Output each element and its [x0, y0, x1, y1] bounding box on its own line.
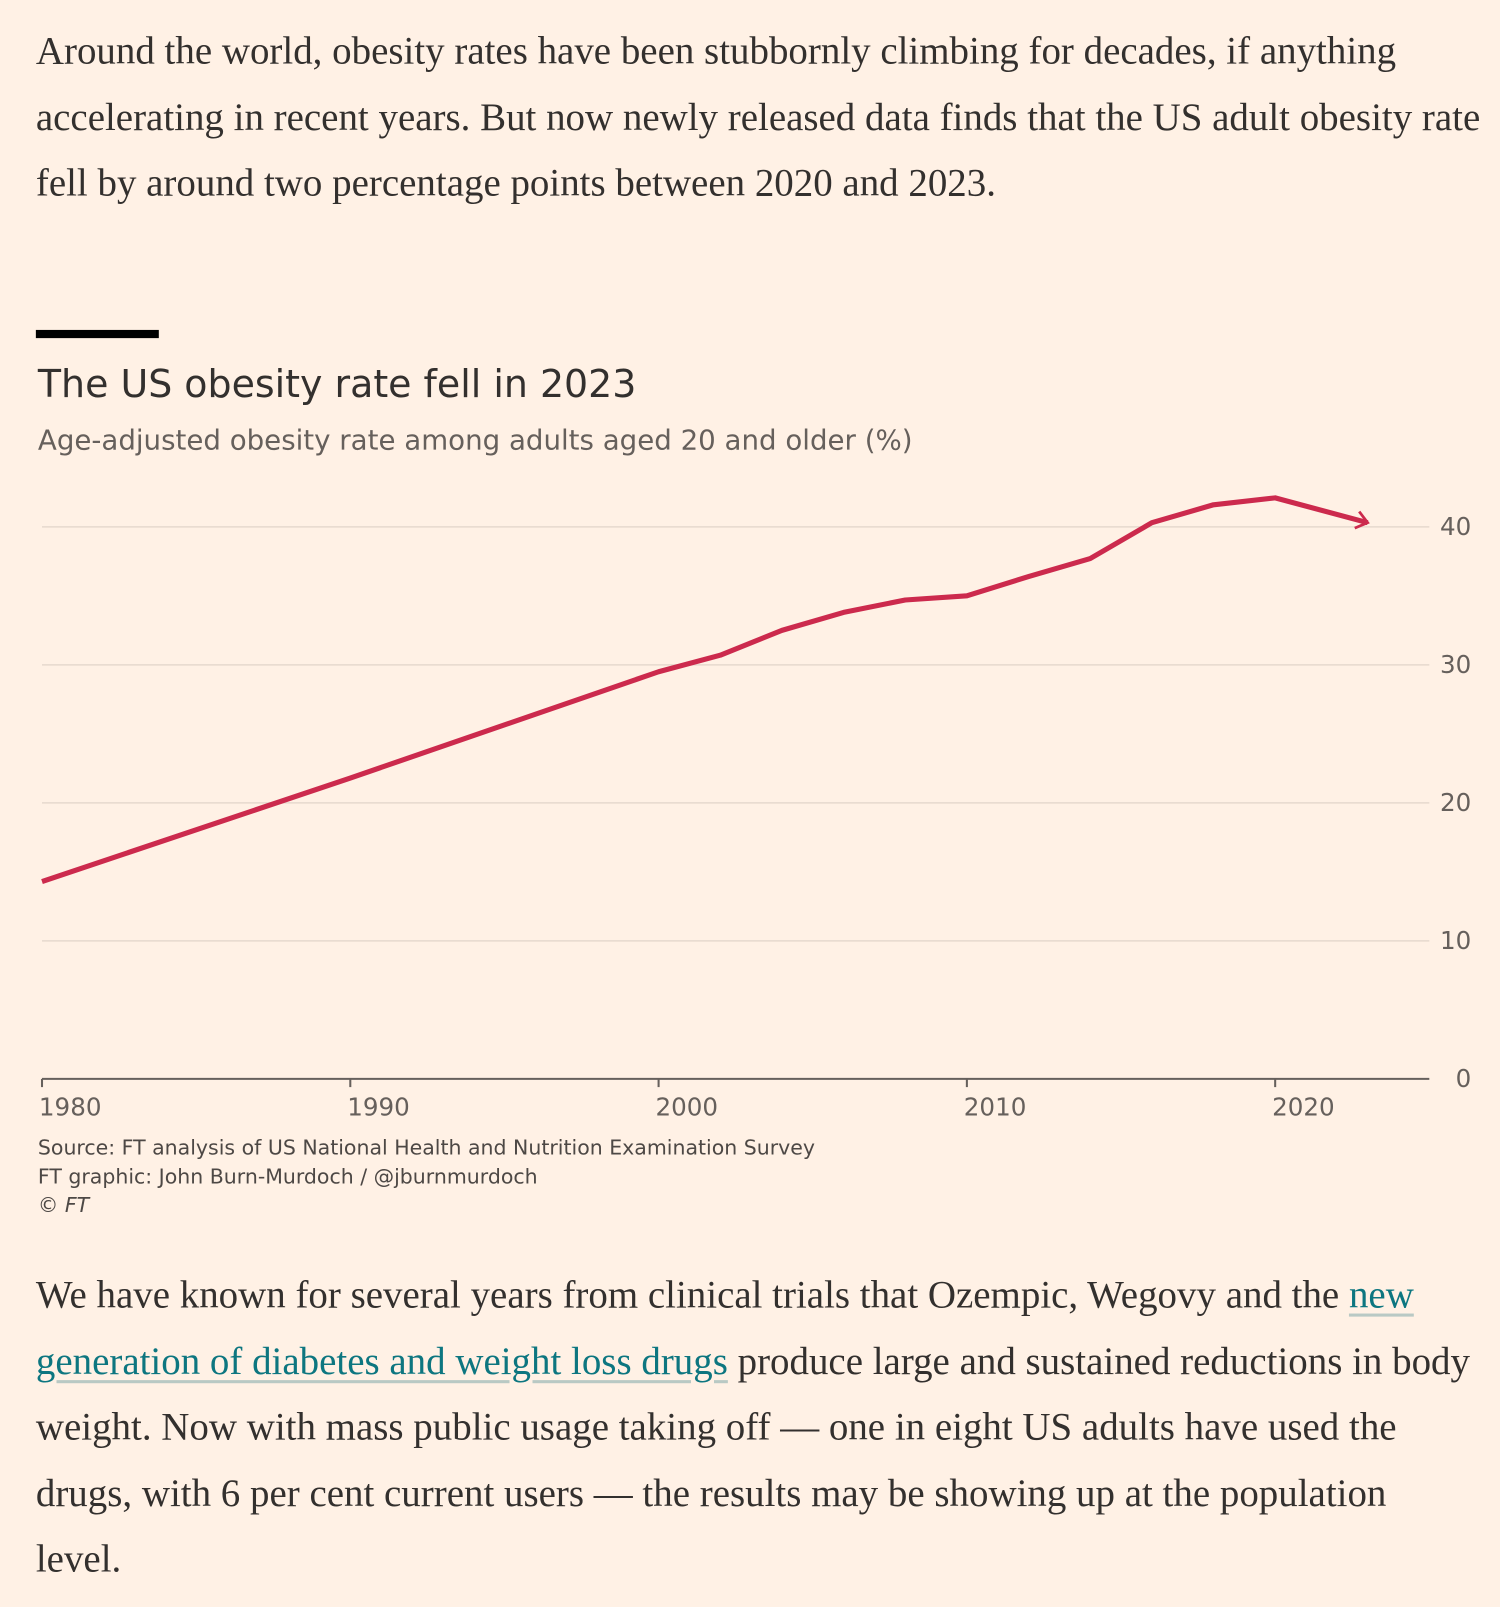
x-tick-label: 2010: [964, 1093, 1027, 1122]
source: Source: FT analysis of US National Healt…: [38, 1136, 815, 1160]
body-text: produce large and sustained reductions i…: [35, 1339, 1470, 1581]
intro-paragraph: Around the world, obesity rates have bee…: [35, 29, 1481, 205]
data-line: [41, 495, 1370, 884]
chart-rule: [35, 329, 159, 339]
chart-title: The US obesity rate fell in 2023: [37, 362, 637, 406]
chart-subtitle: Age-adjusted obesity rate among adults a…: [38, 424, 913, 457]
copyright: © FT: [38, 1193, 91, 1217]
x-tick-label: 1990: [347, 1093, 410, 1122]
y-tick-label: 30: [1440, 650, 1471, 679]
y-tick-label: 10: [1440, 926, 1471, 955]
y-tick-label: 20: [1440, 788, 1471, 817]
body-paragraph: We have known for several years from cli…: [36, 1262, 1481, 1592]
body-text: We have known for several years from cli…: [35, 1273, 1349, 1317]
x-tick-label: 1980: [39, 1093, 102, 1122]
x-tick-label: 2020: [1272, 1093, 1335, 1122]
y-tick-label: 40: [1440, 512, 1471, 541]
article-link[interactable]: new generation of diabetes and weight lo…: [35, 1273, 1414, 1383]
credit: FT graphic: John Burn-Murdoch / @jburnmu…: [38, 1164, 538, 1188]
x-tick-label: 2000: [656, 1093, 719, 1122]
y-tick-label: 0: [1456, 1064, 1472, 1093]
chart: The US obesity rate fell in 2023 Age-adj…: [35, 329, 1472, 1217]
